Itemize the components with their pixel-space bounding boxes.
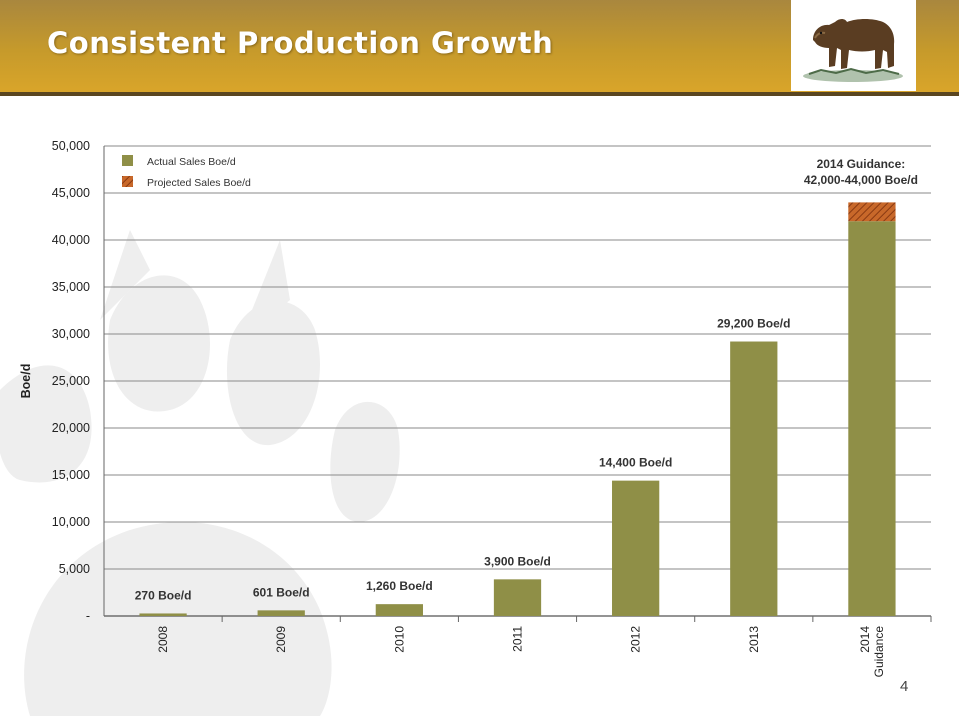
guidance-annotation: 2014 Guidance:: [817, 157, 906, 171]
data-label: 270 Boe/d: [135, 588, 192, 602]
y-tick-label: 5,000: [59, 562, 90, 576]
bar-actual-6: [848, 221, 896, 616]
y-axis-label: Boe/d: [19, 364, 33, 399]
x-tick-label: 2013: [747, 626, 761, 653]
x-tick-label-line: 2011: [511, 626, 525, 652]
bar-projected-6: [848, 202, 896, 222]
grizzly-bear-icon: [803, 19, 903, 82]
legend-label: Projected Sales Boe/d: [147, 177, 251, 189]
x-tick-label: 2009: [274, 626, 288, 653]
y-tick-label: 45,000: [52, 186, 90, 200]
page-title: Consistent Production Growth: [47, 26, 554, 60]
y-tick-label: -: [86, 609, 90, 623]
x-tick-label: 2008: [156, 626, 170, 653]
x-tick-label-line: 2008: [156, 626, 170, 653]
bar-actual-0: [139, 613, 187, 616]
bar-actual-4: [612, 480, 660, 616]
legend-swatch: [122, 155, 133, 166]
y-tick-label: 40,000: [52, 233, 90, 247]
x-tick-label: 2011: [511, 626, 525, 652]
y-tick-label: 30,000: [52, 327, 90, 341]
y-tick-label: 25,000: [52, 374, 90, 388]
bar-actual-3: [493, 579, 542, 616]
legend-swatch: [122, 176, 133, 187]
legend-label: Actual Sales Boe/d: [147, 156, 236, 168]
header-rule: [0, 92, 959, 96]
production-bar-chart: - 5,000 10,000 15,000 20,000 25,000 30,000 35,0…: [19, 139, 932, 678]
y-tick-label: 10,000: [52, 515, 90, 529]
data-label: 1,260 Boe/d: [366, 579, 433, 593]
data-label: 601 Boe/d: [253, 585, 310, 599]
x-tick-label-line: 2013: [747, 626, 761, 653]
bar-actual-5: [730, 341, 778, 616]
guidance-annotation: 42,000-44,000 Boe/d: [804, 173, 918, 187]
data-label: 14,400 Boe/d: [599, 456, 672, 470]
x-tick-label-line: Guidance: [872, 626, 886, 678]
bar-actual-2: [375, 604, 423, 616]
x-tick-label: 2010: [392, 626, 406, 653]
data-label: 29,200 Boe/d: [717, 317, 790, 331]
y-tick-label: 20,000: [52, 421, 90, 435]
x-tick-label-line: 2012: [629, 626, 643, 653]
y-tick-label: 50,000: [52, 139, 90, 153]
x-tick-label: 2014 Guidance: [858, 626, 886, 678]
x-tick-label-line: 2010: [392, 626, 406, 653]
page-number: 4: [900, 678, 909, 695]
x-tick-label-line: 2009: [274, 626, 288, 653]
y-tick-label: 35,000: [52, 280, 90, 294]
data-label: 3,900 Boe/d: [484, 554, 551, 568]
y-tick-label: 15,000: [52, 468, 90, 482]
bear-paw-icon: [0, 230, 400, 716]
x-tick-label-line: 2014: [858, 626, 872, 653]
logo: [791, 0, 916, 91]
x-tick-label: 2012: [629, 626, 643, 653]
bar-actual-1: [257, 610, 305, 616]
